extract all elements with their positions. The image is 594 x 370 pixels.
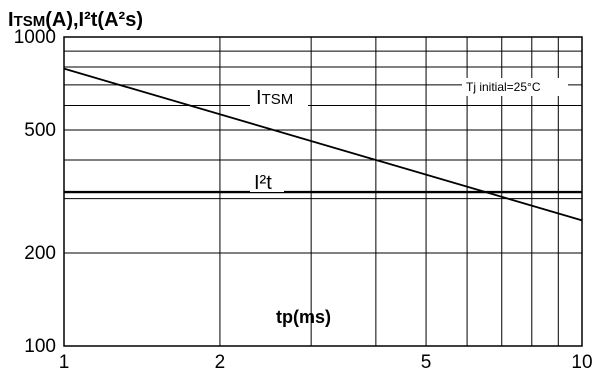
plot-frame: [63, 36, 583, 347]
chart-title: ITSM(A),I²t(A²s): [8, 9, 143, 31]
svg-text:I²t: I²t: [254, 172, 272, 194]
x-axis-label: tp(ms): [276, 307, 331, 327]
itsm-subscript: TSM: [262, 91, 294, 108]
x-tick-label: 1: [59, 352, 70, 370]
title-subscript: TSM: [14, 13, 46, 30]
y-tick-label: 500: [24, 120, 56, 141]
annotation-tj: Tj initial=25°C: [462, 78, 568, 96]
series-layer: [63, 67, 583, 222]
y-tick-label: 100: [24, 336, 56, 357]
y-tick-label: 200: [24, 243, 56, 264]
annotation-text: Tj initial=25°C: [466, 80, 541, 94]
series-line-itsm: [63, 67, 583, 222]
x-tick-label: 10: [571, 352, 592, 370]
x-tick-label: 2: [215, 352, 226, 370]
title-rest: (A),I²t(A²s): [45, 9, 143, 31]
series-label-i2t: I²t: [250, 170, 284, 194]
series-label-itsm: ITSM: [250, 86, 308, 110]
y-tick-label: 1000: [14, 27, 56, 48]
x-tick-label: 5: [421, 352, 432, 370]
tick-labels: 1 2 5 10 100 200 500 1000: [14, 27, 593, 370]
title-prefix: I: [8, 9, 14, 31]
svg-text:ITSM: ITSM: [256, 87, 293, 109]
